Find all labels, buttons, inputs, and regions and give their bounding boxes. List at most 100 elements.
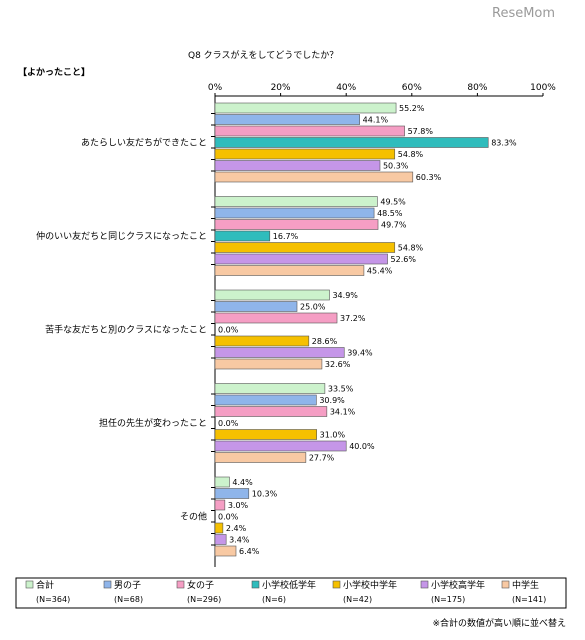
bar	[214, 440, 347, 452]
x-tick-label: 80%	[467, 83, 487, 93]
data-label: 49.7%	[381, 221, 407, 230]
x-tick-label: 100%	[530, 83, 556, 93]
bar	[214, 312, 338, 324]
legend-label: 合計	[36, 579, 54, 591]
bar	[214, 148, 396, 160]
bar	[214, 219, 379, 230]
bar	[214, 358, 323, 370]
bar	[214, 545, 237, 557]
legend-label: 中学生	[512, 579, 539, 591]
data-label: 50.3%	[383, 162, 409, 171]
x-tick-label: 60%	[402, 83, 422, 93]
bar	[214, 265, 365, 276]
data-label: 2.4%	[226, 524, 247, 533]
bars-area: 55.2% 44.1% 57.8% 83.3% 54.8% 50.3% 60.3% 49.5%…	[211, 102, 517, 557]
watermark-logo: ReseMom	[492, 6, 555, 21]
legend-n: (N=175)	[431, 595, 465, 604]
data-label: 0.0%	[218, 419, 239, 428]
data-label: 40.0%	[349, 442, 375, 451]
data-label: 0.0%	[218, 326, 239, 335]
data-label: 45.4%	[367, 267, 393, 276]
data-label: 3.4%	[229, 536, 250, 545]
bar	[214, 534, 227, 545]
bar	[214, 347, 345, 358]
bar	[214, 429, 317, 440]
bar	[214, 230, 271, 242]
chart-title: Q8 クラスがえをしてどうでしたか？	[188, 49, 338, 61]
data-label: 48.5%	[377, 209, 403, 218]
bar	[214, 253, 388, 265]
category-label: 担任の先生が変わったこと	[99, 417, 207, 429]
data-label: 52.6%	[391, 255, 417, 264]
legend-label: 小学校低学年	[262, 579, 316, 591]
bar	[214, 137, 489, 148]
legend-label: 小学校高学年	[431, 579, 485, 591]
data-label: 31.0%	[320, 431, 346, 440]
bar	[214, 394, 317, 406]
category-label: あたらしい友だちができたこと	[81, 136, 207, 148]
legend-n: (N=6)	[262, 595, 286, 604]
legend-n: (N=68)	[114, 595, 143, 604]
footnote: ※合計の数値が高い順に並べ替え	[432, 617, 566, 629]
data-label: 16.7%	[273, 232, 299, 241]
bar	[214, 335, 310, 347]
data-label: 37.2%	[340, 314, 366, 323]
bar	[214, 301, 298, 312]
data-label: 55.2%	[399, 104, 425, 113]
legend-swatch	[501, 580, 510, 589]
legend-label: 小学校中学年	[343, 579, 397, 591]
legend-n: (N=296)	[187, 595, 221, 604]
data-label: 6.4%	[239, 547, 260, 556]
bar	[214, 114, 360, 125]
data-label: 10.3%	[252, 490, 278, 499]
legend-swatch	[25, 580, 34, 589]
bar	[214, 383, 326, 394]
data-label: 25.0%	[300, 303, 326, 312]
legend-swatch	[176, 580, 185, 589]
x-tick-label: 20%	[271, 83, 291, 93]
data-label: 27.7%	[309, 454, 335, 463]
legend: 合計 (N=364) 男の子 (N=68) 女の子 (N=296) 小学校低学年 (N=6) 小…	[25, 579, 546, 604]
data-label: 54.8%	[398, 150, 424, 159]
legend-swatch	[103, 580, 112, 589]
bar	[214, 196, 378, 207]
legend-n: (N=42)	[343, 595, 372, 604]
x-tick-label: 40%	[336, 83, 356, 93]
data-label: 44.1%	[363, 116, 389, 125]
legend-label: 男の子	[114, 580, 141, 591]
data-label: 4.4%	[232, 478, 253, 487]
data-label: 34.1%	[330, 408, 356, 417]
category-labels: あたらしい友だちができたこと仲のいい友だちと同じクラスになったこと苦手な友だちと…	[36, 136, 207, 522]
section-label: 【よかったこと】	[18, 67, 90, 78]
category-label: 苦手な友だちと別のクラスになったこと	[45, 323, 207, 335]
legend-n: (N=364)	[36, 595, 70, 604]
data-label: 28.6%	[312, 337, 338, 346]
legend-swatch	[251, 580, 260, 589]
bar	[214, 452, 307, 463]
bar	[214, 406, 328, 417]
legend-swatch	[332, 580, 341, 589]
data-label: 39.4%	[347, 349, 373, 358]
data-label: 0.0%	[218, 513, 239, 522]
bar	[214, 102, 397, 114]
legend-n: (N=141)	[512, 595, 546, 604]
data-label: 33.5%	[328, 385, 354, 394]
bar	[214, 207, 375, 219]
bar	[214, 488, 250, 499]
bar	[214, 522, 224, 534]
bar	[214, 499, 226, 511]
bar	[214, 242, 396, 253]
data-label: 3.0%	[228, 501, 249, 510]
bar	[214, 125, 405, 137]
data-label: 83.3%	[491, 139, 517, 148]
legend-swatch	[420, 580, 429, 589]
data-label: 54.8%	[398, 244, 424, 253]
data-label: 57.8%	[408, 127, 434, 136]
bar	[214, 289, 330, 301]
category-label: その他	[180, 510, 207, 522]
legend-label: 女の子	[187, 579, 214, 591]
data-label: 60.3%	[416, 173, 442, 182]
data-label: 49.5%	[380, 198, 406, 207]
data-label: 32.6%	[325, 360, 351, 369]
